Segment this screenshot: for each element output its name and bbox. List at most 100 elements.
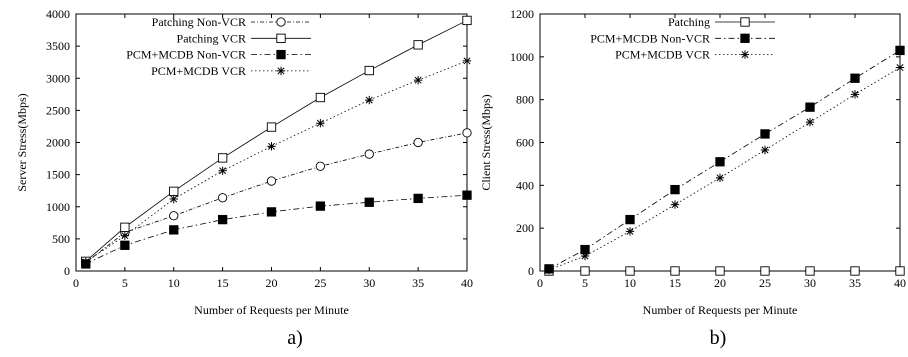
y-tick-label: 0 xyxy=(64,264,70,278)
y-axis-label: Server Stress(Mbps) xyxy=(15,93,29,191)
x-tick-label: 15 xyxy=(669,276,681,290)
x-tick-label: 25 xyxy=(759,276,771,290)
x-tick-label: 30 xyxy=(363,276,375,290)
y-tick-label: 2500 xyxy=(46,103,70,117)
data-point xyxy=(581,267,589,275)
data-point xyxy=(121,223,129,231)
data-point xyxy=(851,74,859,82)
x-tick-label: 30 xyxy=(804,276,816,290)
data-point xyxy=(414,76,422,84)
panel-caption: a) xyxy=(287,327,303,349)
data-point xyxy=(671,267,679,275)
data-point xyxy=(414,194,422,202)
y-tick-label: 800 xyxy=(516,93,534,107)
data-point xyxy=(463,57,471,65)
data-point xyxy=(121,241,129,249)
data-point xyxy=(218,167,226,175)
data-point xyxy=(545,266,553,274)
data-point xyxy=(170,212,178,220)
y-tick-label: 0 xyxy=(528,264,534,278)
series-pcm-mcdb-vcr xyxy=(545,63,904,274)
data-point xyxy=(365,66,373,74)
y-tick-label: 500 xyxy=(52,232,70,246)
legend-label: Patching xyxy=(668,15,710,29)
y-tick-label: 600 xyxy=(516,136,534,150)
series-pcm-mcdb-non-vcr xyxy=(545,46,904,273)
y-tick-label: 1500 xyxy=(46,168,70,182)
data-point xyxy=(218,215,226,223)
data-point xyxy=(365,198,373,206)
y-tick-label: 1000 xyxy=(510,50,534,64)
data-point xyxy=(414,41,422,49)
x-tick-label: 35 xyxy=(412,276,424,290)
x-tick-label: 0 xyxy=(537,276,543,290)
plot-frame xyxy=(540,14,900,271)
legend-marker xyxy=(277,18,285,26)
data-point xyxy=(170,187,178,195)
data-point xyxy=(671,185,679,193)
data-point xyxy=(761,267,769,275)
data-point xyxy=(267,208,275,216)
x-tick-label: 20 xyxy=(266,276,278,290)
data-point xyxy=(267,177,275,185)
legend-marker xyxy=(277,34,285,42)
y-tick-label: 1000 xyxy=(46,200,70,214)
x-tick-label: 0 xyxy=(73,276,79,290)
x-tick-label: 40 xyxy=(894,276,906,290)
data-point xyxy=(716,158,724,166)
x-tick-label: 5 xyxy=(582,276,588,290)
data-point xyxy=(121,231,129,239)
data-point xyxy=(896,63,904,71)
data-point xyxy=(414,138,422,146)
y-tick-label: 2000 xyxy=(46,136,70,150)
series-pcm-mcdb-vcr xyxy=(82,57,472,267)
x-tick-label: 20 xyxy=(714,276,726,290)
data-point xyxy=(626,215,634,223)
legend-label: PCM+MCDB VCR xyxy=(615,48,710,62)
panel-caption: b) xyxy=(710,327,727,349)
legend-label: Patching VCR xyxy=(177,31,246,45)
series-patching xyxy=(545,267,904,275)
legend-marker xyxy=(741,18,749,26)
legend-marker xyxy=(277,67,285,75)
x-tick-label: 15 xyxy=(217,276,229,290)
series-line xyxy=(86,61,467,262)
series-line xyxy=(86,195,467,264)
data-point xyxy=(671,200,679,208)
data-point xyxy=(170,226,178,234)
data-point xyxy=(761,146,769,154)
data-point xyxy=(316,162,324,170)
data-point xyxy=(806,267,814,275)
x-tick-label: 5 xyxy=(122,276,128,290)
data-point xyxy=(267,142,275,150)
data-point xyxy=(851,267,859,275)
x-tick-label: 10 xyxy=(168,276,180,290)
series-pcm-mcdb-non-vcr xyxy=(82,191,472,268)
y-tick-label: 3000 xyxy=(46,71,70,85)
series-line xyxy=(86,133,467,263)
data-point xyxy=(716,174,724,182)
data-point xyxy=(316,93,324,101)
series-line xyxy=(549,68,900,270)
x-axis-label: Number of Requests per Minute xyxy=(643,303,798,317)
data-point xyxy=(463,16,471,24)
x-tick-label: 40 xyxy=(461,276,473,290)
data-point xyxy=(716,267,724,275)
data-point xyxy=(896,267,904,275)
data-point xyxy=(170,195,178,203)
chart-panel-b: 0 5 10 15 20 25 30 35 40020040060080010001200Num… xyxy=(479,7,906,349)
data-point xyxy=(463,191,471,199)
data-point xyxy=(218,154,226,162)
y-tick-label: 1200 xyxy=(510,7,534,21)
y-tick-label: 200 xyxy=(516,221,534,235)
x-tick-label: 35 xyxy=(849,276,861,290)
data-point xyxy=(365,96,373,104)
data-point xyxy=(806,103,814,111)
data-point xyxy=(316,202,324,210)
y-axis-label: Client Stress(Mbps) xyxy=(479,94,493,190)
data-point xyxy=(316,119,324,127)
y-tick-label: 4000 xyxy=(46,7,70,21)
legend-label: PCM+MCDB Non-VCR xyxy=(590,31,710,45)
y-tick-label: 3500 xyxy=(46,39,70,53)
